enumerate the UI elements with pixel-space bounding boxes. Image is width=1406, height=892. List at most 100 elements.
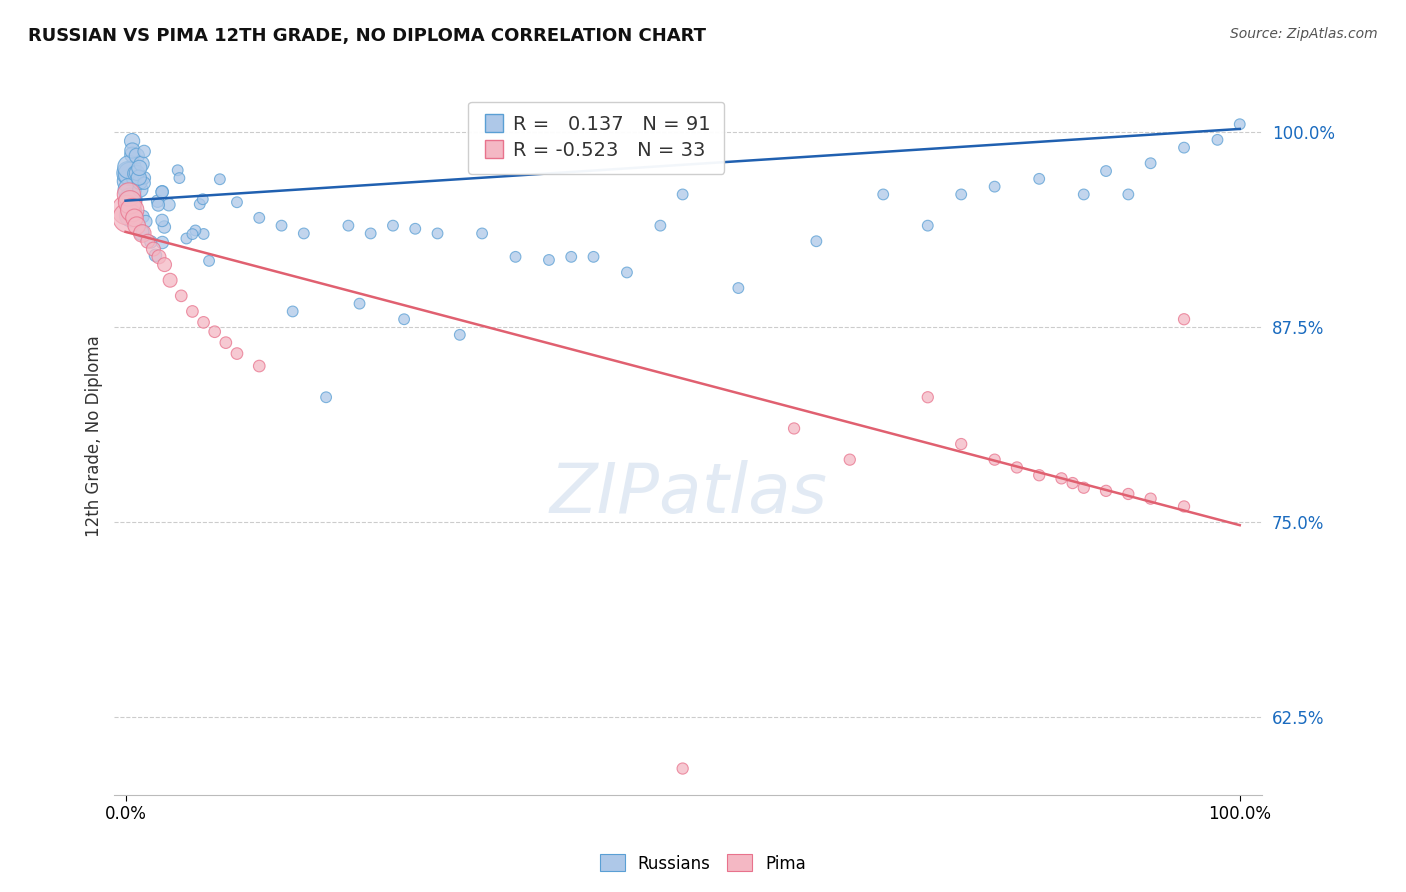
Point [505,250,527,264]
Point [117,211,139,225]
Point [650,219,672,233]
Point [120,193,142,207]
Point [121,144,143,158]
Point [208,172,231,186]
Point [917,390,939,404]
Point [1073,481,1095,495]
Point [381,219,404,233]
Point [226,346,249,360]
Point [1206,133,1229,147]
Point [315,390,337,404]
Point [121,147,143,161]
Point [134,170,156,185]
Point [128,161,150,175]
Point [176,231,198,245]
Point [124,172,146,186]
Point [1139,491,1161,506]
Point [215,335,238,350]
Point [783,421,806,435]
Point [129,182,152,196]
Y-axis label: 12th Grade, No Diploma: 12th Grade, No Diploma [86,335,103,537]
Point [166,163,188,178]
Point [118,187,141,202]
Point [1118,487,1140,501]
Point [121,202,143,217]
Point [1139,156,1161,170]
Point [131,226,153,240]
Point [181,227,204,241]
Point [150,235,173,250]
Point [404,221,426,235]
Point [125,149,148,163]
Point [1062,476,1084,491]
Point [281,304,304,318]
Point [115,202,138,217]
Point [1050,471,1073,485]
Point [560,250,582,264]
Point [118,174,141,188]
Point [159,273,181,287]
Point [247,359,270,373]
Point [118,160,141,174]
Point [132,210,155,224]
Point [1173,500,1195,514]
Point [191,192,214,206]
Point [142,242,165,256]
Point [150,185,173,199]
Point [131,227,153,241]
Point [131,157,153,171]
Point [181,304,204,318]
Point [150,185,173,199]
Point [134,145,156,159]
Text: Source: ZipAtlas.com: Source: ZipAtlas.com [1230,27,1378,41]
Point [150,213,173,227]
Point [1028,468,1050,483]
Point [1118,187,1140,202]
Point [148,198,170,212]
Point [1229,117,1251,131]
Point [1095,164,1118,178]
Point [139,235,162,249]
Point [204,325,226,339]
Point [184,223,207,237]
Point [128,175,150,189]
Point [128,170,150,185]
Point [124,211,146,225]
Point [247,211,270,225]
Point [471,227,494,241]
Point [145,248,167,262]
Point [117,166,139,180]
Point [131,225,153,239]
Point [449,327,471,342]
Point [121,189,143,203]
Point [672,762,695,776]
Point [1028,171,1050,186]
Point [392,312,415,326]
Point [983,452,1005,467]
Point [983,179,1005,194]
Point [118,167,141,181]
Point [917,219,939,233]
Point [872,187,894,202]
Point [134,176,156,190]
Point [806,234,828,248]
Point [1005,460,1028,475]
Point [120,208,142,222]
Point [950,437,973,451]
Point [1173,141,1195,155]
Point [146,194,169,209]
Point [198,253,221,268]
Point [121,134,143,148]
Point [148,250,170,264]
Point [153,219,176,234]
Point [582,250,605,264]
Point [1073,187,1095,202]
Point [616,265,638,279]
Point [124,166,146,180]
Text: RUSSIAN VS PIMA 12TH GRADE, NO DIPLOMA CORRELATION CHART: RUSSIAN VS PIMA 12TH GRADE, NO DIPLOMA C… [28,27,706,45]
Point [838,452,860,467]
Point [193,227,215,241]
Point [118,195,141,210]
Point [169,171,191,186]
Point [125,166,148,180]
